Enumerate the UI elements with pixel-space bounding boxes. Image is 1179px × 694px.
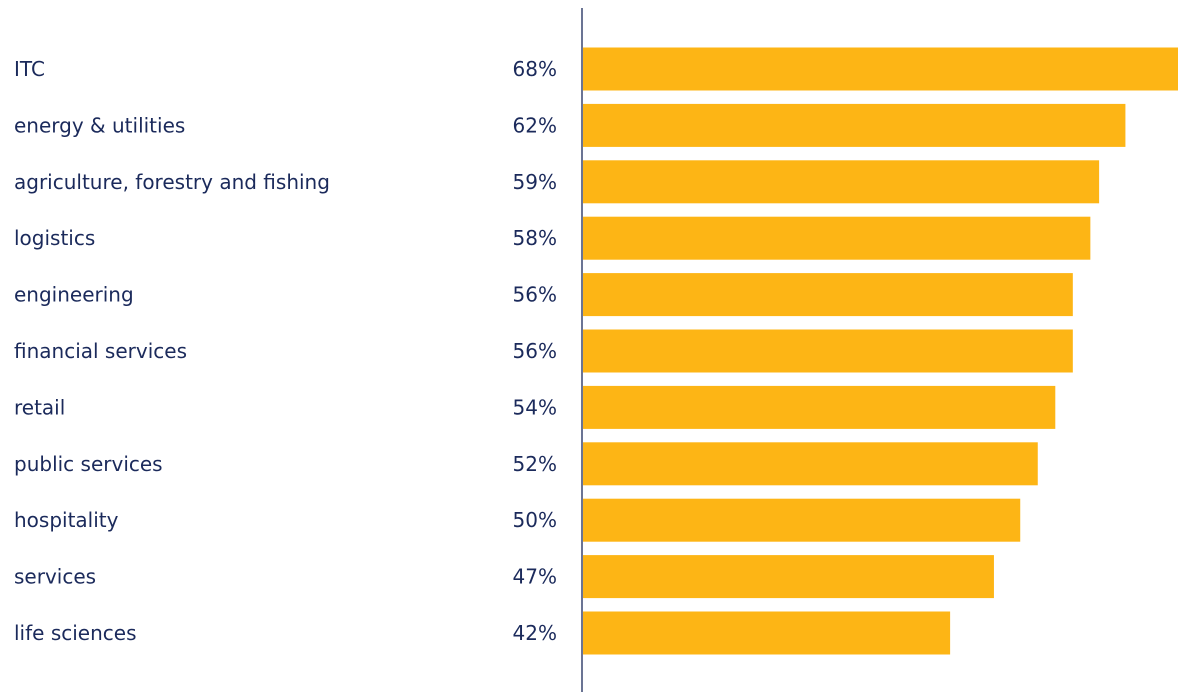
bar bbox=[583, 442, 1038, 486]
value-label: 54% bbox=[513, 395, 557, 419]
value-label: 62% bbox=[513, 113, 557, 137]
bar bbox=[583, 329, 1073, 373]
value-label: 50% bbox=[513, 508, 557, 532]
value-label: 68% bbox=[513, 57, 557, 81]
bar bbox=[583, 498, 1021, 542]
value-label: 58% bbox=[513, 226, 557, 250]
category-label: public services bbox=[14, 452, 163, 476]
category-label: energy & utilities bbox=[14, 113, 185, 137]
bar bbox=[583, 273, 1073, 317]
value-label: 59% bbox=[513, 170, 557, 194]
bar bbox=[583, 555, 994, 599]
category-label: financial services bbox=[14, 339, 187, 363]
value-label: 56% bbox=[513, 283, 557, 307]
category-label: hospitality bbox=[14, 508, 119, 532]
value-label: 47% bbox=[513, 565, 557, 589]
category-label: retail bbox=[14, 395, 65, 419]
category-label: ITC bbox=[14, 57, 45, 81]
bar bbox=[583, 385, 1056, 429]
bar bbox=[583, 611, 951, 655]
category-label: agriculture, forestry and fishing bbox=[14, 170, 330, 194]
bars-group bbox=[583, 47, 1178, 655]
category-label: life sciences bbox=[14, 621, 137, 645]
bar bbox=[583, 47, 1178, 91]
category-label: logistics bbox=[14, 226, 95, 250]
labels-group: ITC 68% energy & utilities 62% agriculture, … bbox=[14, 57, 557, 645]
value-label: 52% bbox=[513, 452, 557, 476]
value-label: 56% bbox=[513, 339, 557, 363]
value-label: 42% bbox=[513, 621, 557, 645]
category-label: services bbox=[14, 565, 96, 589]
bar bbox=[583, 103, 1126, 147]
bar bbox=[583, 160, 1100, 204]
category-label: engineering bbox=[14, 283, 134, 307]
bar bbox=[583, 216, 1091, 260]
